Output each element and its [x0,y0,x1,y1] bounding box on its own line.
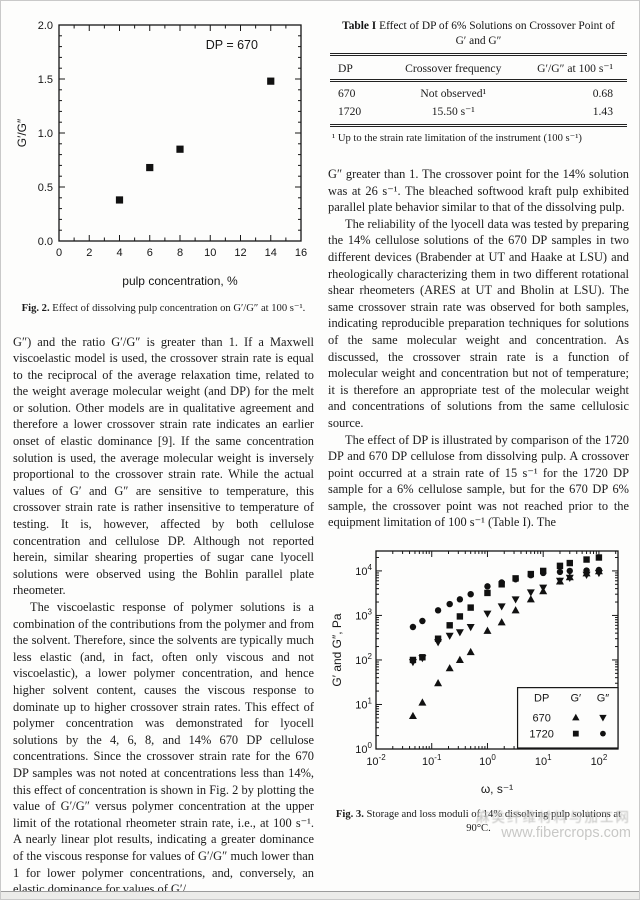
svg-text:1.0: 1.0 [38,128,53,140]
svg-text:100: 100 [479,753,496,768]
left-column: 0 2 4 6 8 10 12 14 16 0.0 0.5 1.0 1.5 2.0 DP = 670 pulp… [13,9,314,898]
fig2-caption-label: Fig. 2. [21,303,50,314]
svg-text:102: 102 [355,652,372,667]
svg-text:0.0: 0.0 [38,236,53,248]
svg-text:1.5: 1.5 [38,74,53,86]
paragraph: The viscoelastic response of polymer sol… [13,600,314,897]
table-label: Table I [342,20,377,32]
svg-text:12: 12 [234,247,246,259]
table-block: Table I Effect of DP of 6% Solutions on … [330,19,627,144]
page-bottom-strip [1,891,639,899]
svg-text:10: 10 [204,247,216,259]
svg-text:4: 4 [116,247,122,259]
table-cell: 15.50 s⁻¹ [431,105,475,118]
fig3-caption-label: Fig. 3. [335,809,364,821]
paragraph: The reliability of the lyocell data was … [328,216,629,430]
svg-text:14: 14 [265,247,277,259]
svg-text:10-1: 10-1 [422,753,442,768]
svg-text:2.0: 2.0 [38,20,53,32]
svg-text:1720: 1720 [529,729,553,741]
svg-text:100: 100 [355,741,372,756]
svg-text:16: 16 [295,247,307,259]
svg-text:ω, s⁻¹: ω, s⁻¹ [481,782,513,796]
svg-text:2: 2 [86,247,92,259]
table-row: 670 Not observed¹ 0.68 [330,81,627,103]
paragraph: G″) and the ratio G′/G″ is greater than … [13,334,314,598]
table-column-header: DP [330,54,384,82]
svg-text:DP = 670: DP = 670 [206,38,258,52]
fig2-scatter-plot: 0 2 4 6 8 10 12 14 16 0.0 0.5 1.0 1.5 2.0 DP = 670 pulp… [13,9,314,298]
figure-3: 10-2 10-1 100 101 102 100 101 102 103 104 DP G′ G″ 67… [328,541,631,841]
svg-text:0.5: 0.5 [38,182,53,194]
figure-2: 0 2 4 6 8 10 12 14 16 0.0 0.5 1.0 1.5 2.0 DP = 670 pulp… [13,9,314,316]
paragraph: G″ greater than 1. The crossover point f… [328,167,629,215]
svg-text:101: 101 [355,697,372,712]
fig3-caption: Fig. 3. Storage and loss moduli of 14% d… [334,808,623,835]
svg-text:G′/G″: G′/G″ [15,118,29,147]
right-column: Table I Effect of DP of 6% Solutions on … [328,9,631,898]
table-header-row: DP Crossover frequency G′/G″ at 100 s⁻¹ [330,54,627,82]
table-title-text: Effect of DP of 6% Solutions on Crossove… [379,20,615,47]
fig2-caption-text: Effect of dissolving pulp concentration … [52,303,306,314]
svg-text:670: 670 [532,713,550,725]
fig3-loglog-plot: 10-2 10-1 100 101 102 100 101 102 103 104 DP G′ G″ 67… [328,541,629,804]
svg-text:8: 8 [177,247,183,259]
table-cell: 670 [338,87,356,100]
svg-text:G′: G′ [571,693,582,705]
right-column-text: G″ greater than 1. The crossover point f… [328,166,629,531]
fig2-caption: Fig. 2. Effect of dissolving pulp concen… [19,302,308,316]
svg-text:G′ and G″, Pa: G′ and G″, Pa [330,613,344,687]
table-footnote: ¹ Up to the strain rate limitation of th… [332,133,582,144]
two-column-layout: 0 2 4 6 8 10 12 14 16 0.0 0.5 1.0 1.5 2.0 DP = 670 pulp… [13,9,631,898]
svg-text:0: 0 [56,247,62,259]
table-cell: 0.68 [592,87,613,100]
fig2-chart-svg: 0 2 4 6 8 10 12 14 16 0.0 0.5 1.0 1.5 2.0 DP = 670 pulp… [15,20,307,288]
table-cell: 1720 [338,104,362,118]
fig3-caption-text: Storage and loss moduli of 14% dissolvin… [366,809,622,834]
table-title: Table I Effect of DP of 6% Solutions on … [340,19,617,48]
svg-text:DP: DP [534,693,549,705]
crossover-table: DP Crossover frequency G′/G″ at 100 s⁻¹ 67… [330,53,627,127]
paragraph: The effect of DP is illustrated by compa… [328,432,629,530]
table-cell: 1.43 [592,104,613,118]
svg-text:G″: G″ [597,693,610,705]
table-row: 1720 15.50 s⁻¹ 1.43 [330,102,627,126]
fig3-chart-svg: 10-2 10-1 100 101 102 100 101 102 103 104 DP G′ G″ 67… [330,550,619,796]
table-column-header: Crossover frequency [383,54,524,82]
table-column-header: G′/G″ at 100 s⁻¹ [523,54,627,82]
svg-text:104: 104 [355,563,372,578]
svg-text:6: 6 [147,247,153,259]
svg-text:101: 101 [535,753,552,768]
table-cell: Not observed¹ [420,87,487,100]
svg-text:10-2: 10-2 [366,753,386,768]
svg-text:pulp concentration, %: pulp concentration, % [122,274,238,288]
svg-text:102: 102 [591,753,608,768]
svg-text:103: 103 [355,607,372,622]
